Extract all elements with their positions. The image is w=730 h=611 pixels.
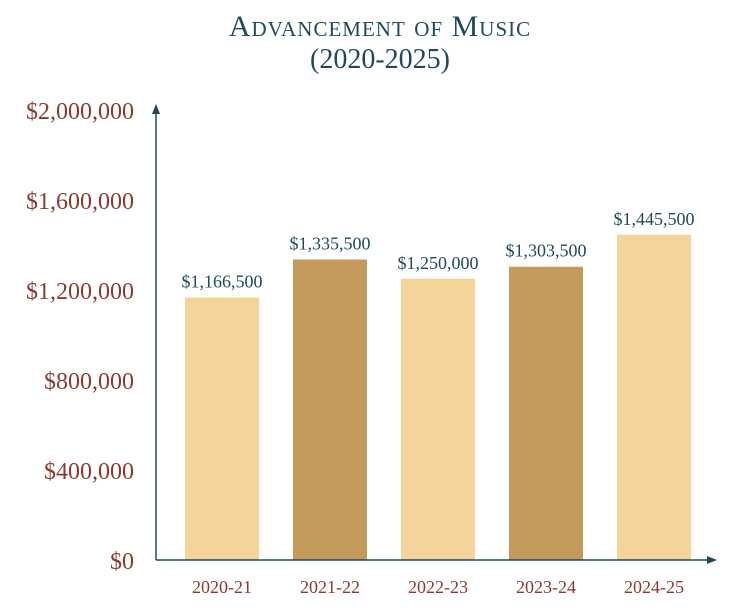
bar-value-label: $1,445,500 (614, 209, 695, 229)
x-axis-arrow (707, 556, 717, 564)
y-tick-label: $400,000 (44, 459, 134, 485)
chart-title: Advancement of Music (228, 10, 532, 43)
y-tick-label: $1,600,000 (26, 189, 134, 215)
y-axis-arrow (152, 104, 160, 114)
bar-value-label: $1,166,500 (182, 272, 263, 292)
y-tick-label: $2,000,000 (26, 99, 134, 125)
x-tick-label: 2020-21 (192, 577, 252, 597)
bar (293, 259, 367, 560)
chart-subtitle: (2020-2025) (310, 44, 450, 75)
y-tick-label: $800,000 (44, 369, 134, 395)
bar-value-label: $1,303,500 (506, 241, 587, 261)
bar (185, 297, 259, 560)
bar (509, 266, 583, 560)
x-tick-label: 2022-23 (408, 577, 468, 597)
bar-value-label: $1,335,500 (290, 234, 371, 254)
x-tick-label: 2024-25 (624, 577, 684, 597)
bar (617, 234, 691, 560)
bar (401, 278, 475, 560)
x-tick-label: 2021-22 (300, 577, 360, 597)
bar-value-label: $1,250,000 (398, 253, 479, 273)
y-tick-label: $0 (110, 549, 134, 575)
x-tick-label: 2023-24 (516, 577, 576, 597)
y-tick-label: $1,200,000 (26, 279, 134, 305)
